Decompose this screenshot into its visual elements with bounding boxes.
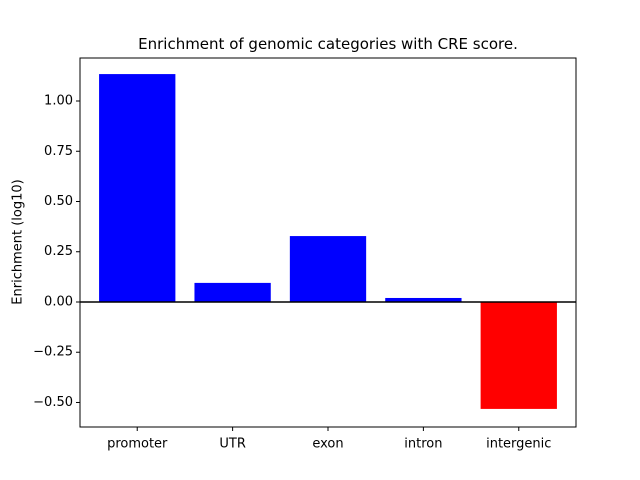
- plot-frame: [79, 57, 577, 428]
- x-tick-label: intergenic: [486, 437, 551, 452]
- bar: [99, 74, 176, 302]
- bar: [480, 301, 557, 409]
- bar: [385, 297, 462, 302]
- y-tick-label: 0.25: [44, 244, 73, 259]
- bar: [289, 236, 367, 302]
- x-tick-label: promoter: [107, 437, 168, 452]
- y-tick-label: 1.00: [44, 94, 73, 109]
- chart-title: Enrichment of genomic categories with CR…: [138, 35, 518, 53]
- bar: [194, 282, 271, 302]
- x-tick-label: intron: [404, 437, 442, 452]
- y-tick-label: 0.00: [44, 294, 73, 309]
- y-tick-label: 0.50: [44, 194, 73, 209]
- x-tick-label: UTR: [219, 437, 246, 452]
- y-tick-label: −0.50: [33, 395, 73, 410]
- y-tick-label: 0.75: [44, 144, 73, 159]
- y-axis-label: Enrichment (log10): [11, 179, 26, 304]
- y-tick-label: −0.25: [33, 345, 73, 360]
- x-tick-label: exon: [312, 437, 343, 452]
